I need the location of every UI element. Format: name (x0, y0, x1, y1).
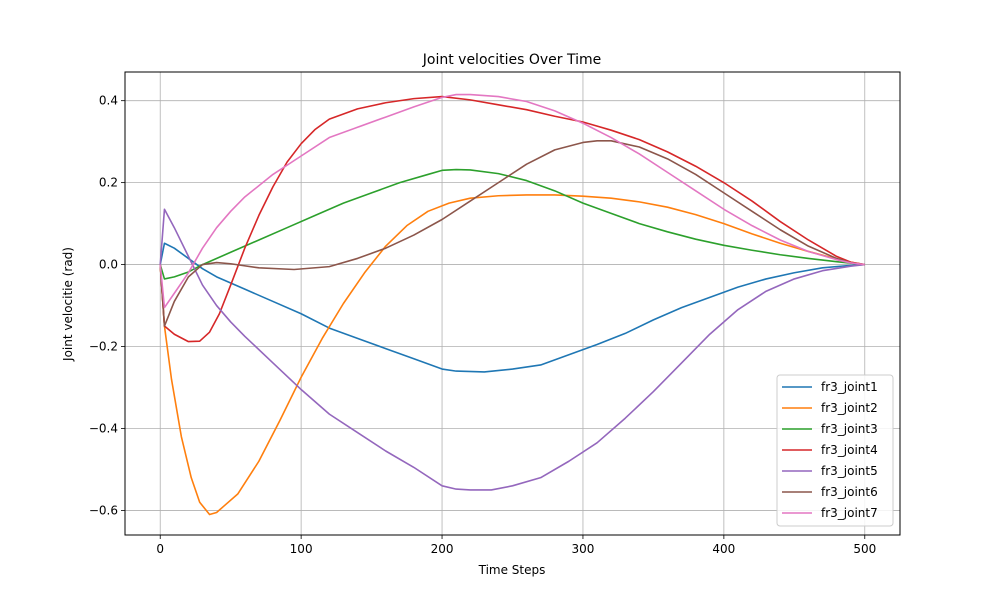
legend-box (776, 374, 894, 527)
legend-label-fr3_joint6: fr3_joint6 (821, 485, 878, 499)
x-tick-label: 0 (156, 542, 164, 556)
axis-ticks: 0 100 200 300 400 500 −0.6 −0.4 −0.2 0.0 0.2 0.4 (89, 94, 876, 556)
legend-label-fr3_joint7: fr3_joint7 (821, 506, 878, 520)
chart-title: Joint velocities Over Time (422, 52, 601, 68)
series-line-fr3_joint1 (159, 242, 865, 373)
y-tick-label: 0.0 (99, 258, 118, 272)
series-line-fr3_joint2 (159, 194, 865, 516)
x-tick-label: 200 (431, 542, 454, 556)
series-line-fr3_joint3 (159, 168, 865, 280)
x-tick-label: 500 (853, 542, 876, 556)
series-line-fr3_joint7 (159, 93, 865, 309)
series-line-fr3_joint5 (159, 208, 865, 491)
legend-label-fr3_joint2: fr3_joint2 (821, 401, 878, 415)
x-tick-label: 300 (572, 542, 595, 556)
y-axis-label: Joint velocitie (rad) (61, 247, 75, 362)
y-tick-label: −0.2 (89, 340, 118, 354)
series-line-fr3_joint6 (159, 140, 865, 327)
legend-label-fr3_joint1: fr3_joint1 (821, 380, 878, 394)
plot-frame (124, 71, 901, 536)
legend: fr3_joint1 fr3_joint2 fr3_joint3 fr3_joint4… (776, 374, 894, 527)
y-tick-label: −0.6 (89, 503, 118, 517)
x-tick-label: 400 (712, 542, 735, 556)
y-tick-label: −0.4 (89, 421, 118, 435)
y-tick-label: 0.4 (99, 94, 118, 108)
series-lines (159, 93, 865, 516)
grid (125, 72, 900, 535)
series-line-fr3_joint4 (159, 95, 865, 343)
legend-label-fr3_joint4: fr3_joint4 (821, 443, 878, 457)
legend-label-fr3_joint3: fr3_joint3 (821, 422, 878, 436)
x-tick-label: 100 (290, 542, 313, 556)
x-axis-label: Time Steps (478, 563, 546, 577)
y-tick-label: 0.2 (99, 176, 118, 190)
legend-label-fr3_joint5: fr3_joint5 (821, 464, 878, 478)
